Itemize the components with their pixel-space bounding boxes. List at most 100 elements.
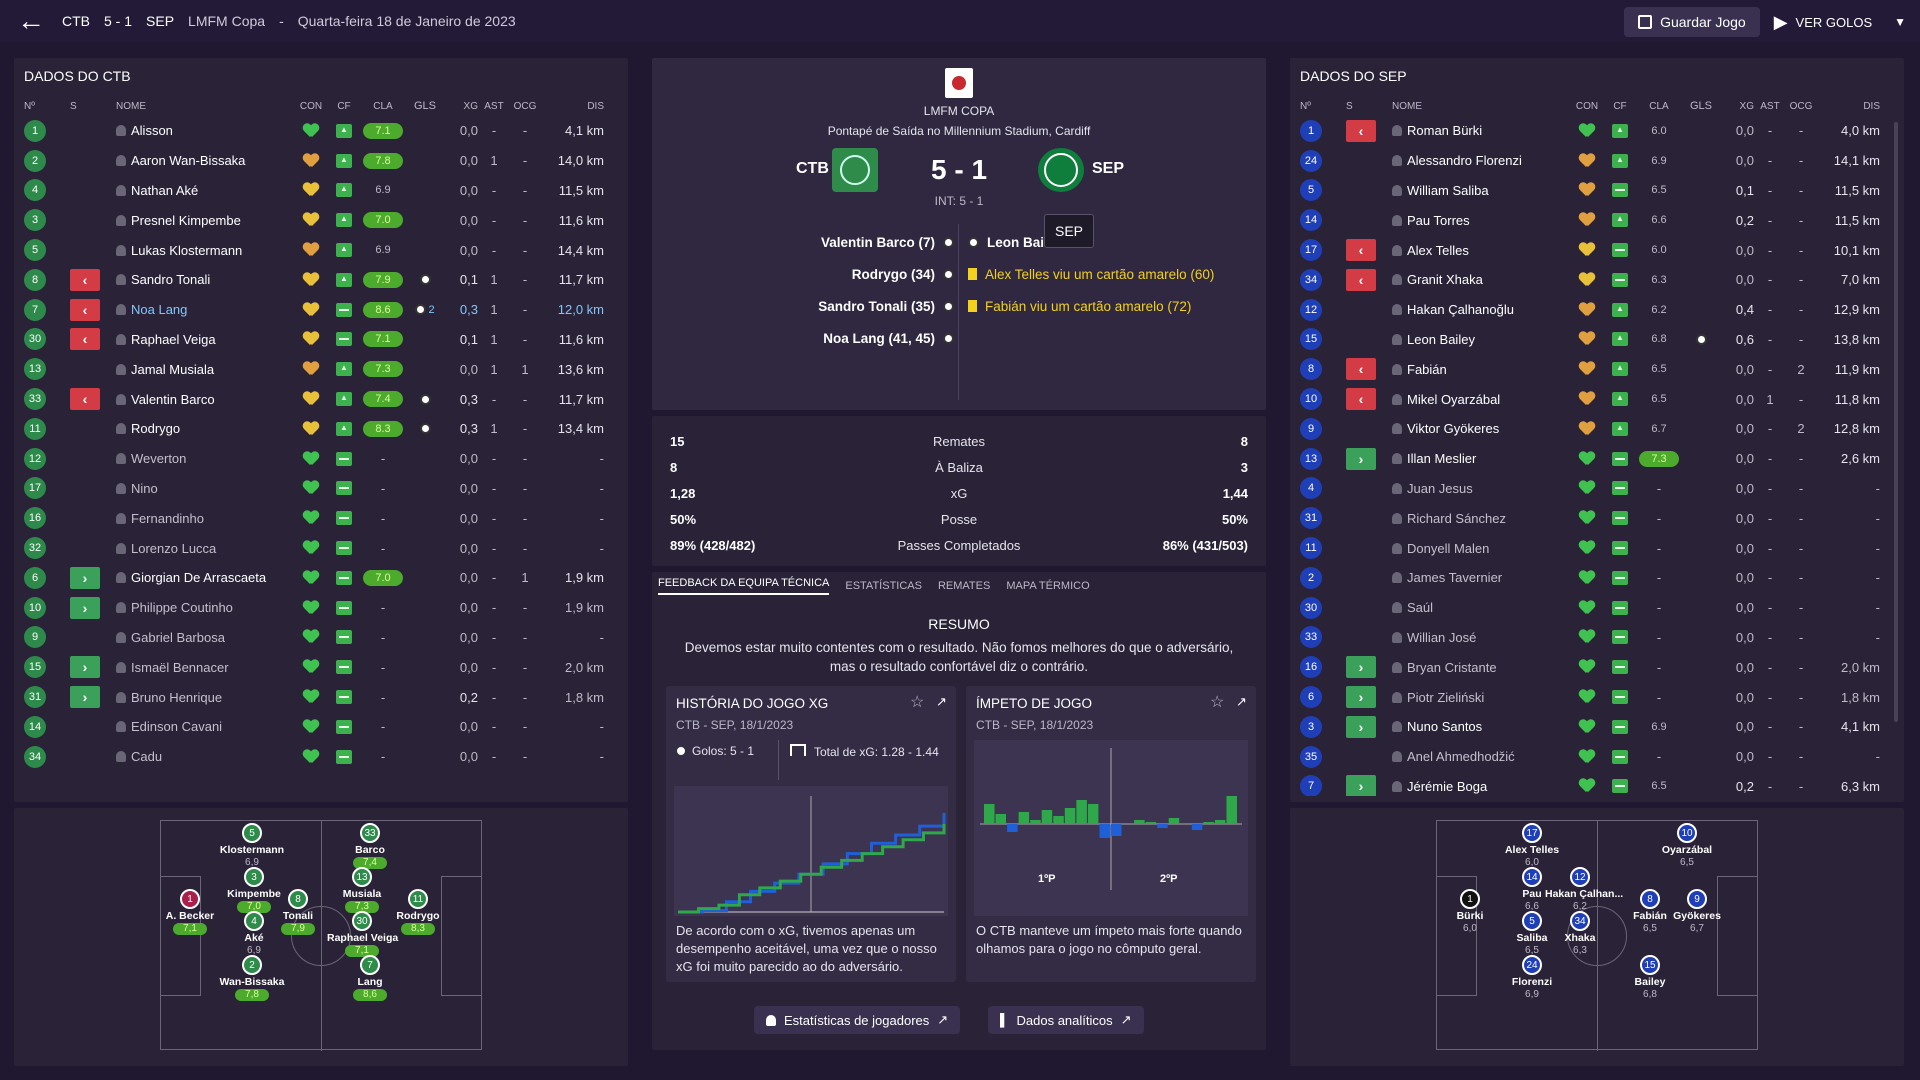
player-name[interactable]: Weverton [131, 451, 187, 467]
player-name[interactable]: William Saliba [1407, 182, 1489, 198]
player-profile-icon[interactable] [116, 244, 126, 256]
away-formation-player[interactable]: 34 Xhaka 6,3 [1545, 911, 1615, 957]
home-player-row[interactable]: 2 Aaron Wan-Bissaka 7.8 0,0 1 - 14,0 km [24, 146, 618, 176]
player-name[interactable]: Donyell Malen [1407, 540, 1490, 556]
away-player-row[interactable]: 16 › Bryan Cristante -0,0- -2,0 km [1300, 652, 1894, 682]
player-name[interactable]: Piotr Zieliński [1407, 689, 1485, 705]
col-dis[interactable]: DIS [1863, 100, 1880, 112]
player-name[interactable]: Philippe Coutinho [131, 600, 233, 616]
player-profile-icon[interactable] [116, 155, 126, 167]
star-icon[interactable]: ☆ [910, 694, 925, 711]
player-profile-icon[interactable] [116, 423, 126, 435]
home-scorer[interactable]: Rodrygo (34) [818, 258, 954, 290]
home-player-row[interactable]: 1Alisson7.10,0--4,1 km [24, 116, 618, 146]
player-name[interactable]: Giorgian De Arrascaeta [131, 570, 267, 586]
home-player-row[interactable]: 14 Edinson Cavani -0,0- - - [24, 712, 618, 742]
away-formation-player[interactable]: 15 Bailey 6,8 [1615, 955, 1685, 1001]
col-name[interactable]: NOME [1392, 100, 1422, 112]
home-formation-player[interactable]: 30 Raphael Veiga 7,1 [327, 911, 398, 957]
player-name[interactable]: Saúl [1407, 600, 1434, 616]
player-name[interactable]: Raphael Veiga [131, 331, 216, 347]
player-name[interactable]: Illan Meslier [1407, 451, 1477, 467]
col-no[interactable]: Nº [1300, 100, 1311, 112]
competition-link[interactable]: LMFM Copa [188, 13, 266, 29]
col-cla[interactable]: CLA [373, 100, 393, 112]
player-name[interactable]: Lukas Klostermann [131, 242, 243, 258]
player-name[interactable]: Hakan Çalhanoğlu [1407, 302, 1514, 318]
player-profile-icon[interactable] [116, 333, 126, 345]
away-event[interactable]: Leon Bai [968, 226, 1214, 258]
home-player-row[interactable]: 12 Weverton -0,0- - - [24, 444, 618, 474]
home-formation-player[interactable]: 2 Wan-Bissaka 7,8 [217, 955, 287, 1001]
col-name[interactable]: NOME [116, 100, 146, 112]
player-profile-icon[interactable] [1392, 214, 1402, 226]
player-profile-icon[interactable] [1392, 274, 1402, 286]
away-formation-player[interactable]: 1 Bürki 6,0 [1435, 889, 1505, 935]
col-ocg[interactable]: OCG [513, 100, 537, 112]
away-player-row[interactable]: 11 Donyell Malen -0,0- - - [1300, 533, 1894, 563]
player-name[interactable]: Anel Ahmedhodžić [1407, 749, 1515, 765]
player-name[interactable]: Alessandro Florenzi [1407, 153, 1522, 169]
player-name[interactable]: Gabriel Barbosa [131, 629, 225, 645]
tab-1[interactable]: ESTATÍSTICAS [845, 580, 922, 592]
away-player-row[interactable]: 17 ‹ Alex Telles 6.0 0,0- -10,1 km [1300, 235, 1894, 265]
player-name[interactable]: Aaron Wan-Bissaka [131, 153, 246, 169]
watch-goals-button[interactable]: ▶ VER GOLOS ▼ [1774, 7, 1906, 37]
player-name[interactable]: Nino [131, 480, 158, 496]
home-player-row[interactable]: 34 Cadu -0,0- - - [24, 742, 618, 772]
col-ocg[interactable]: OCG [1789, 100, 1813, 112]
away-player-row[interactable]: 5 William Saliba 6.5 0,1- -11,5 km [1300, 176, 1894, 206]
player-profile-icon[interactable] [1392, 244, 1402, 256]
home-formation-player[interactable]: 3 Kimpembe 7,0 [219, 867, 289, 913]
away-player-row[interactable]: 30 Saúl -0,0- - - [1300, 593, 1894, 623]
player-profile-icon[interactable] [1392, 721, 1402, 733]
player-profile-icon[interactable] [1392, 482, 1402, 494]
away-player-row[interactable]: 9 Viktor Gyökeres 6.7 0,0- 2 12,8 km [1300, 414, 1894, 444]
player-name[interactable]: Edinson Cavani [131, 719, 223, 735]
away-player-row[interactable]: 2 James Tavernier -0,0- - - [1300, 563, 1894, 593]
away-player-row[interactable]: 7 › Jérémie Boga 6.5 0,2- -6,3 km [1300, 772, 1894, 796]
player-name[interactable]: Fernandinho [131, 510, 204, 526]
home-formation-player[interactable]: 5 Klostermann 6,9 [217, 823, 287, 869]
player-profile-icon[interactable] [1392, 393, 1402, 405]
home-player-row[interactable]: 30 ‹ Raphael Veiga 7.1 0,1 1 - 11,6 km [24, 325, 618, 355]
player-stats-button[interactable]: Estatísticas de jogadores ↗ [754, 1006, 961, 1034]
home-formation-player[interactable]: 4 Aké 6,9 [219, 911, 289, 957]
col-con[interactable]: CON [1575, 100, 1599, 112]
player-name[interactable]: James Tavernier [1407, 570, 1503, 586]
away-player-row[interactable]: 13 › Illan Meslier 7.3 0,0- -2,6 km [1300, 444, 1894, 474]
home-formation-player[interactable]: 33 Barco 7,4 [335, 823, 405, 869]
home-player-row[interactable]: 16 Fernandinho -0,0- - - [24, 503, 618, 533]
home-formation-player[interactable]: 8 Tonali 7,9 [263, 889, 333, 935]
home-formation-player[interactable]: 7 Lang 8,6 [335, 955, 405, 1001]
player-profile-icon[interactable] [116, 482, 126, 494]
player-name[interactable]: Juan Jesus [1407, 480, 1473, 496]
tab-2[interactable]: REMATES [937, 580, 991, 592]
expand-icon[interactable]: ↗ [936, 694, 947, 709]
player-name[interactable]: Granit Xhaka [1407, 272, 1483, 288]
player-profile-icon[interactable] [116, 214, 126, 226]
player-profile-icon[interactable] [116, 721, 126, 733]
away-team-abbr[interactable]: SEP [1092, 160, 1125, 177]
player-profile-icon[interactable] [116, 602, 126, 614]
home-formation-player[interactable]: 11 Rodrygo 8,3 [383, 889, 453, 935]
col-con[interactable]: CON [299, 100, 323, 112]
col-cf[interactable]: CF [1613, 100, 1627, 112]
player-profile-icon[interactable] [116, 661, 126, 673]
home-team-abbr[interactable]: CTB [796, 160, 829, 177]
away-crest[interactable] [1038, 148, 1084, 192]
player-name[interactable]: Lorenzo Lucca [131, 540, 217, 556]
player-name[interactable]: Noa Lang [131, 302, 188, 318]
away-player-row[interactable]: 33 Willian José -0,0- - - [1300, 623, 1894, 653]
away-formation-player[interactable]: 17 Alex Telles 6,0 [1497, 823, 1567, 869]
away-event[interactable]: Alex Telles viu um cartão amarelo (60) [968, 258, 1214, 290]
analytics-button[interactable]: ▌ Dados analíticos ↗ [988, 1006, 1144, 1034]
away-formation-player[interactable]: 9 Gyökeres 6,7 [1662, 889, 1732, 935]
col-s[interactable]: S [70, 100, 77, 112]
player-name[interactable]: Viktor Gyökeres [1407, 421, 1500, 437]
